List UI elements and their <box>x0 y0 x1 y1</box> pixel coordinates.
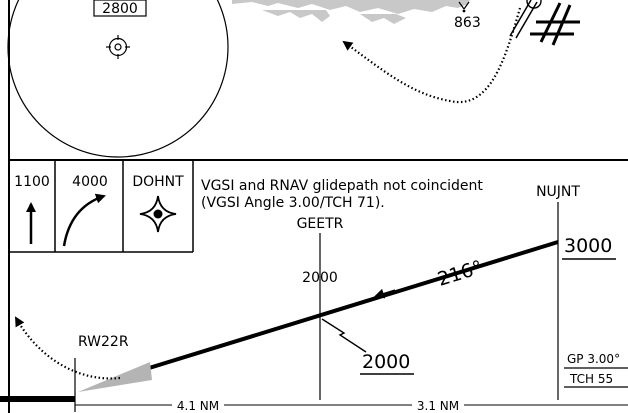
fix-nujnt: NUJNT <box>536 184 580 200</box>
spot-elevation: 863 <box>454 15 481 31</box>
crossing-leader <box>321 318 367 353</box>
navaid-icon <box>106 35 130 59</box>
distance-geetr-nujnt: 3.1 NM <box>417 399 459 413</box>
threshold-crossing-height: TCH 55 <box>569 372 613 386</box>
geetr-crossing-altitude: 2000 <box>362 351 410 373</box>
msa-altitude: 2800 <box>102 1 138 17</box>
distance-label-bg-2 <box>412 398 464 412</box>
fix-runway: RW22R <box>78 334 129 350</box>
distance-label-bg-1 <box>172 398 224 412</box>
fix-geetr: GEETR <box>297 216 344 232</box>
plan-view: 2800 863 <box>7 0 628 161</box>
glidepath-angle: GP 3.00° <box>567 352 620 366</box>
runway-surface <box>0 396 75 402</box>
obstacle-icon <box>458 1 470 13</box>
curved-climb-arrow-icon <box>62 193 106 247</box>
panel-1-label: 1100 <box>14 174 50 190</box>
missed-approach-profile-arc <box>15 316 121 380</box>
note-line-2: (VGSI Angle 3.00/TCH 71). <box>201 195 385 211</box>
glidepath-direction-arrow <box>374 288 396 299</box>
missed-approach-arc <box>342 7 522 104</box>
distance-runway-geetr: 4.1 NM <box>177 399 219 413</box>
glidepath-line <box>119 240 559 379</box>
msa-circle <box>7 0 229 158</box>
fix-star-icon <box>139 195 177 233</box>
terrain-shape <box>232 0 470 24</box>
panel-2-label: 4000 <box>72 174 108 190</box>
nujnt-altitude: 3000 <box>564 235 612 257</box>
profile-view: 1100 4000 DOHNT VGSI and RNAV glidepath … <box>0 160 628 413</box>
runway-plan-icon <box>509 0 580 46</box>
geetr-altitude: 2000 <box>302 270 338 286</box>
course-label: 216° <box>435 256 485 290</box>
vgsi-wedge <box>78 362 152 392</box>
note-line-1: VGSI and RNAV glidepath not coincident <box>201 178 483 194</box>
msa-box <box>93 0 147 17</box>
panel-3-label: DOHNT <box>132 174 184 190</box>
